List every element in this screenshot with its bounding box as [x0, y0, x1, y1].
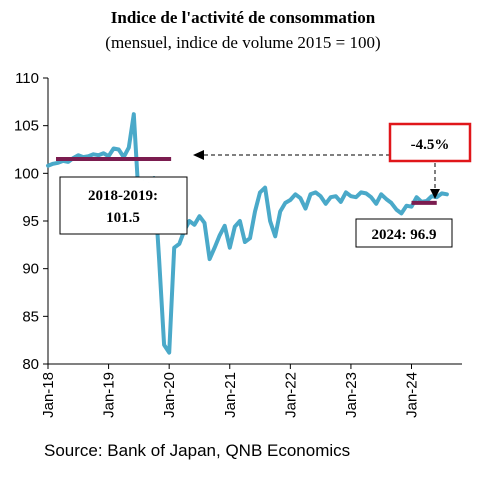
x-tick-label: Jan-20 — [161, 372, 178, 418]
y-tick-label: 80 — [22, 356, 39, 373]
change-box — [388, 122, 472, 163]
box-2024 — [355, 218, 453, 248]
series-line — [46, 112, 449, 355]
x-tick-label: Jan-22 — [282, 372, 299, 418]
x-tick-label: Jan-18 — [40, 372, 57, 418]
y-tick-label: 85 — [22, 308, 39, 325]
source-note: Source: Bank of Japan, QNB Economics — [44, 441, 351, 460]
y-tick-label: 110 — [15, 70, 39, 87]
y-tick-label: 95 — [22, 213, 39, 230]
arrow-head-left — [193, 150, 204, 160]
change-label: -4.5% — [411, 137, 450, 153]
box-2018-2019 — [59, 176, 188, 235]
y-tick-label: 90 — [22, 261, 39, 278]
x-tick-label: Jan-23 — [343, 372, 360, 418]
x-tick-label: Jan-19 — [101, 372, 118, 418]
y-tick-label: 105 — [14, 118, 39, 135]
x-tick-label: Jan-24 — [404, 372, 421, 418]
x-tick-label: Jan-21 — [222, 372, 239, 418]
chart-subtitle: (mensuel, indice de volume 2015 = 100) — [105, 33, 381, 52]
box-2024-label: 2024: 96.9 — [372, 227, 437, 243]
chart-title: Indice de l'activité de consommation — [110, 8, 376, 27]
arrow-head-down — [430, 189, 440, 199]
box-2018-2019-line2: 101.5 — [106, 210, 140, 226]
y-tick-label: 100 — [14, 165, 39, 182]
box-2018-2019-line1: 2018-2019: — [88, 188, 158, 204]
